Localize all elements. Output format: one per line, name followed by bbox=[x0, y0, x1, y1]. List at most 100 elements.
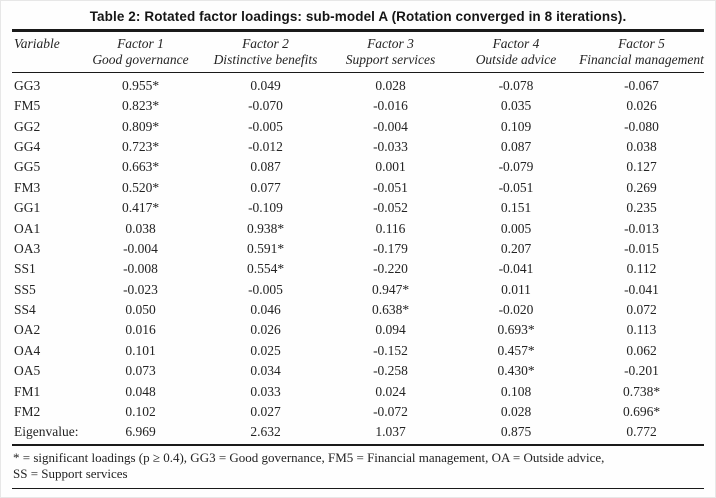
loading-value: 0.072 bbox=[626, 302, 657, 318]
loading-value: 0.591* bbox=[246, 240, 285, 256]
footnote-line-1: * = significant loadings (p ≥ 0.4), GG3 … bbox=[13, 449, 605, 465]
factor-5-label: Financial management bbox=[579, 52, 704, 68]
loading-value: 0.430* bbox=[497, 363, 535, 379]
loading-value: 1.037 bbox=[375, 424, 406, 440]
loading-value: 0.875 bbox=[500, 424, 532, 440]
table-row: GG4 0.723* -0.012 -0.033 0.087 0.038 bbox=[12, 137, 704, 157]
header-row: Variable Factor 1 Good governance Factor… bbox=[12, 32, 704, 73]
loading-value: 0.033 bbox=[250, 383, 281, 399]
loading-value: 0.087 bbox=[500, 138, 532, 154]
factor-3-label: Support services bbox=[345, 52, 436, 68]
loading-value: 0.113 bbox=[626, 322, 657, 338]
loading-value: 0.109 bbox=[500, 118, 532, 134]
loading-value: 0.417* bbox=[121, 200, 160, 216]
column-header-variable: Variable bbox=[14, 35, 60, 51]
loading-value: -0.078 bbox=[498, 77, 534, 93]
loading-value: 0.025 bbox=[250, 342, 281, 358]
loading-value: 0.955* bbox=[121, 77, 160, 93]
loading-value: 0.693* bbox=[497, 322, 535, 338]
loading-value: 0.026 bbox=[250, 322, 281, 338]
loading-value: 0.151 bbox=[500, 200, 532, 216]
loading-value: -0.005 bbox=[248, 281, 283, 297]
loading-value: -0.070 bbox=[248, 98, 283, 114]
variable-label: SS1 bbox=[14, 261, 36, 277]
factor-1-name: Factor 1 bbox=[117, 35, 164, 51]
loading-value: 0.457* bbox=[497, 342, 535, 358]
factor-2-label: Distinctive benefits bbox=[213, 52, 318, 68]
loading-value: 0.027 bbox=[250, 404, 281, 420]
table-title: Table 2: Rotated factor loadings: sub-mo… bbox=[89, 9, 627, 24]
eigenvalue-row: Eigenvalue: 6.969 2.632 1.037 0.875 0.77… bbox=[12, 422, 704, 442]
table-row: FM1 0.048 0.033 0.024 0.108 0.738* bbox=[12, 381, 704, 401]
loading-value: -0.005 bbox=[248, 118, 283, 134]
loading-value: 0.028 bbox=[500, 404, 532, 420]
loading-value: 0.101 bbox=[125, 342, 156, 358]
loading-value: -0.015 bbox=[624, 240, 659, 256]
loading-value: 0.038 bbox=[626, 138, 657, 154]
loading-value: 0.663* bbox=[121, 159, 160, 175]
loading-value: 0.554* bbox=[246, 261, 285, 277]
loading-value: -0.013 bbox=[624, 220, 659, 236]
loading-value: -0.052 bbox=[373, 200, 408, 216]
loading-value: 0.772 bbox=[626, 424, 657, 440]
loading-value: -0.067 bbox=[624, 77, 659, 93]
footnote-line-2: SS = Support services bbox=[13, 466, 128, 482]
column-header-factor-1: Factor 1 Good governance bbox=[78, 32, 203, 73]
loading-value: -0.004 bbox=[123, 240, 158, 256]
loading-value: 0.696* bbox=[622, 404, 661, 420]
variable-label: OA1 bbox=[14, 220, 41, 236]
loading-value: 0.207 bbox=[500, 240, 532, 256]
table-row: SS4 0.050 0.046 0.638* -0.020 0.072 bbox=[12, 300, 704, 320]
loading-value: 0.026 bbox=[626, 98, 657, 114]
factor-1-label: Good governance bbox=[92, 52, 189, 68]
table-row: SS5 -0.023 -0.005 0.947* 0.011 -0.041 bbox=[12, 280, 704, 300]
loading-value: 0.116 bbox=[375, 220, 406, 236]
loading-value: -0.051 bbox=[373, 179, 408, 195]
loading-value: 0.001 bbox=[375, 159, 406, 175]
table-row: SS1 -0.008 0.554* -0.220 -0.041 0.112 bbox=[12, 259, 704, 279]
loading-value: -0.220 bbox=[373, 261, 408, 277]
loading-value: 0.062 bbox=[626, 342, 657, 358]
variable-label: GG2 bbox=[14, 118, 41, 134]
loading-value: 0.035 bbox=[500, 98, 532, 114]
column-header-factor-4: Factor 4 Outside advice bbox=[453, 32, 579, 73]
variable-label: GG3 bbox=[14, 77, 41, 93]
factor-4-name: Factor 4 bbox=[492, 35, 540, 51]
loading-value: -0.008 bbox=[123, 261, 158, 277]
table-row: OA5 0.073 0.034 -0.258 0.430* -0.201 bbox=[12, 361, 704, 381]
loading-value: 0.127 bbox=[626, 159, 657, 175]
table-row: GG3 0.955* 0.049 0.028 -0.078 -0.067 bbox=[12, 72, 704, 96]
loading-value: 0.034 bbox=[250, 363, 281, 379]
variable-label: GG4 bbox=[14, 138, 41, 154]
loading-value: 0.048 bbox=[125, 383, 156, 399]
table-row: FM2 0.102 0.027 -0.072 0.028 0.696* bbox=[12, 402, 704, 422]
loading-value: 0.112 bbox=[626, 261, 657, 277]
variable-label: FM2 bbox=[14, 404, 41, 420]
table-row: OA3 -0.004 0.591* -0.179 0.207 -0.015 bbox=[12, 239, 704, 259]
table-row: OA1 0.038 0.938* 0.116 0.005 -0.013 bbox=[12, 218, 704, 238]
loading-value: -0.041 bbox=[498, 261, 534, 277]
table-row: GG2 0.809* -0.005 -0.004 0.109 -0.080 bbox=[12, 116, 704, 136]
column-header-factor-2: Factor 2 Distinctive benefits bbox=[203, 32, 328, 73]
loading-value: -0.179 bbox=[373, 240, 408, 256]
loading-value: 0.269 bbox=[626, 179, 657, 195]
variable-label: SS5 bbox=[14, 281, 36, 297]
loading-value: 2.632 bbox=[250, 424, 281, 440]
loading-value: -0.080 bbox=[624, 118, 659, 134]
variable-label: OA3 bbox=[14, 240, 41, 256]
factor-3-name: Factor 3 bbox=[367, 35, 414, 51]
variable-label: FM5 bbox=[14, 98, 41, 114]
loading-value: 0.011 bbox=[501, 281, 531, 297]
loading-value: 0.050 bbox=[125, 302, 156, 318]
loading-value: 0.947* bbox=[371, 281, 410, 297]
loading-value: 0.046 bbox=[250, 302, 281, 318]
loading-value: 0.520* bbox=[121, 179, 160, 195]
title-rule bbox=[12, 29, 704, 32]
table-row: FM3 0.520* 0.077 -0.051 -0.051 0.269 bbox=[12, 178, 704, 198]
factor-loadings-table: Variable Factor 1 Good governance Factor… bbox=[12, 32, 704, 443]
loading-value: 0.073 bbox=[125, 363, 156, 379]
loading-value: 0.038 bbox=[125, 220, 156, 236]
column-header-factor-5: Factor 5 Financial management bbox=[579, 32, 704, 73]
variable-label: OA5 bbox=[14, 363, 41, 379]
